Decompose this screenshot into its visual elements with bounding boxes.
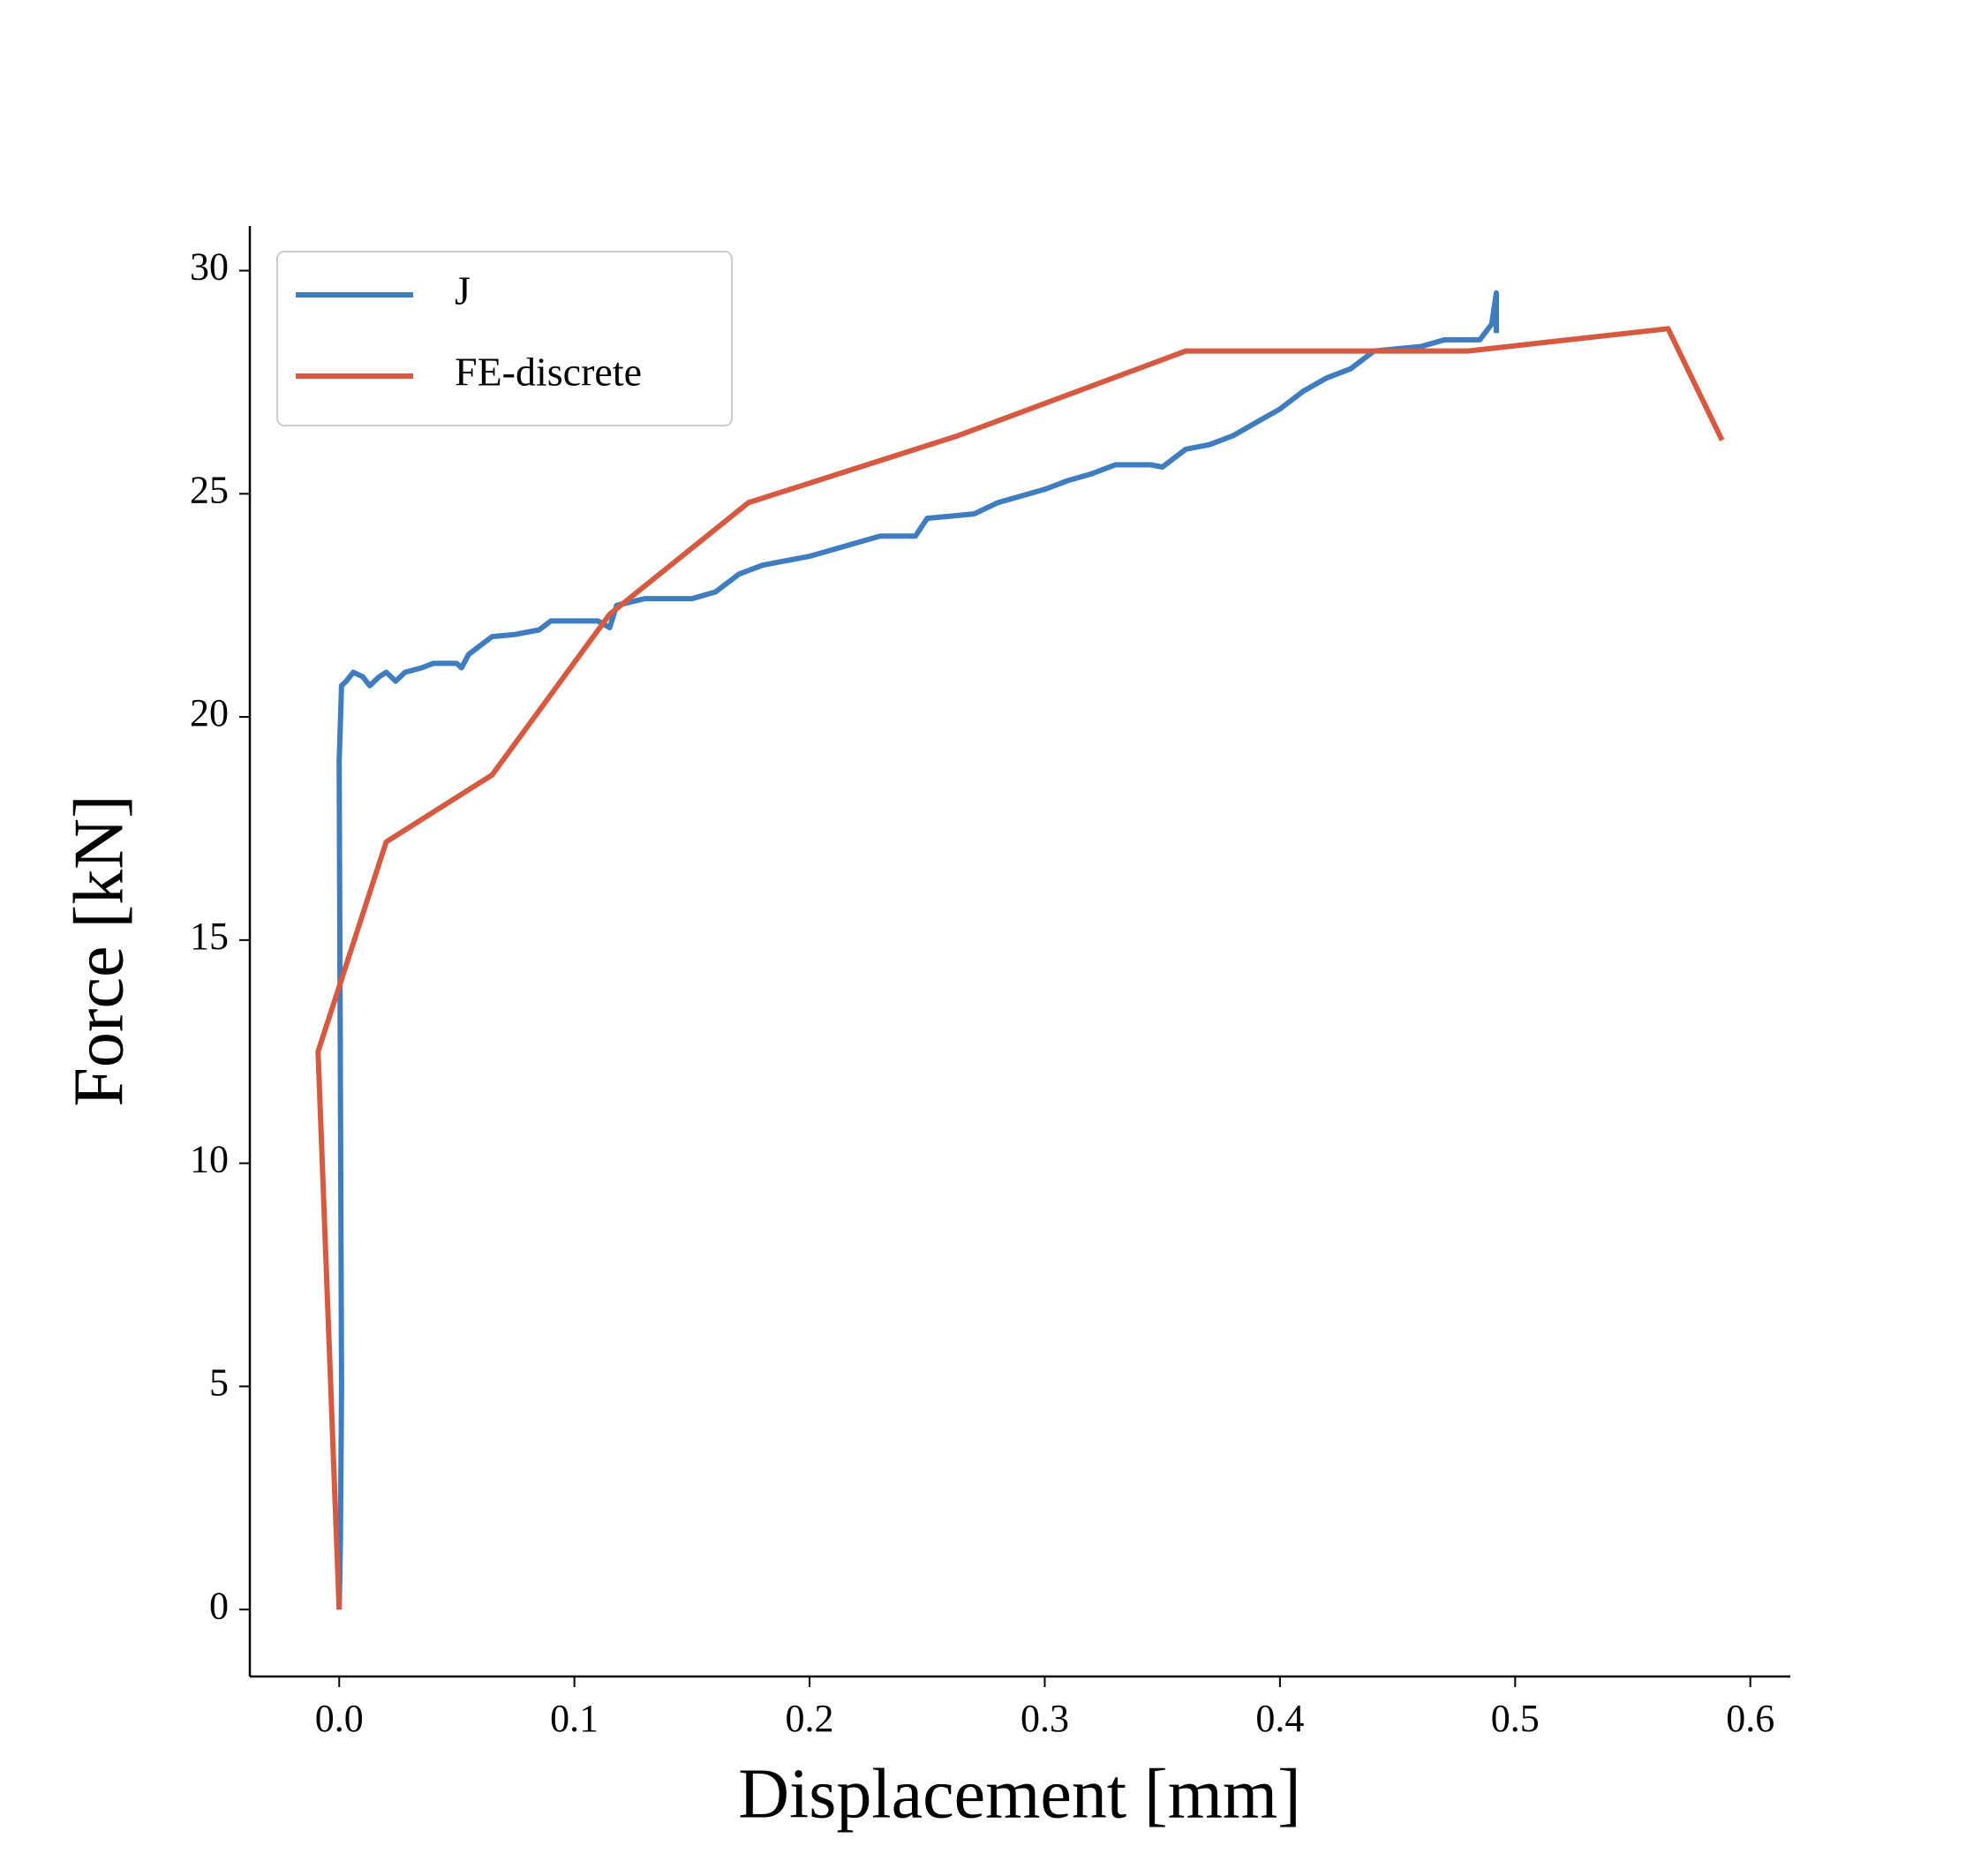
y-tick-label: 5 — [209, 1360, 229, 1404]
y-tick-label: 25 — [190, 468, 229, 511]
x-tick-label: 0.4 — [1255, 1697, 1304, 1740]
x-tick-label: 0.0 — [315, 1697, 364, 1740]
y-tick-label: 20 — [190, 691, 229, 735]
x-tick-label: 0.5 — [1491, 1697, 1540, 1740]
x-axis-label: Displacement [mm] — [738, 1755, 1301, 1833]
data-line — [315, 326, 1725, 1610]
x-tick-label: 0.6 — [1726, 1697, 1774, 1740]
data-line — [336, 290, 1499, 1610]
y-tick-label: 15 — [190, 915, 229, 958]
x-tick-label: 0.1 — [550, 1697, 599, 1740]
legend-label: FE-discrete — [455, 350, 642, 395]
y-tick-label: 0 — [209, 1584, 229, 1627]
x-tick-label: 0.2 — [786, 1697, 834, 1740]
legend-box — [276, 251, 733, 426]
y-axis-label: Force [kN] — [60, 795, 138, 1106]
y-tick-label: 30 — [190, 245, 229, 289]
x-tick-label: 0.3 — [1021, 1697, 1069, 1740]
y-tick-label: 10 — [190, 1138, 229, 1181]
legend-label: J — [455, 268, 471, 313]
